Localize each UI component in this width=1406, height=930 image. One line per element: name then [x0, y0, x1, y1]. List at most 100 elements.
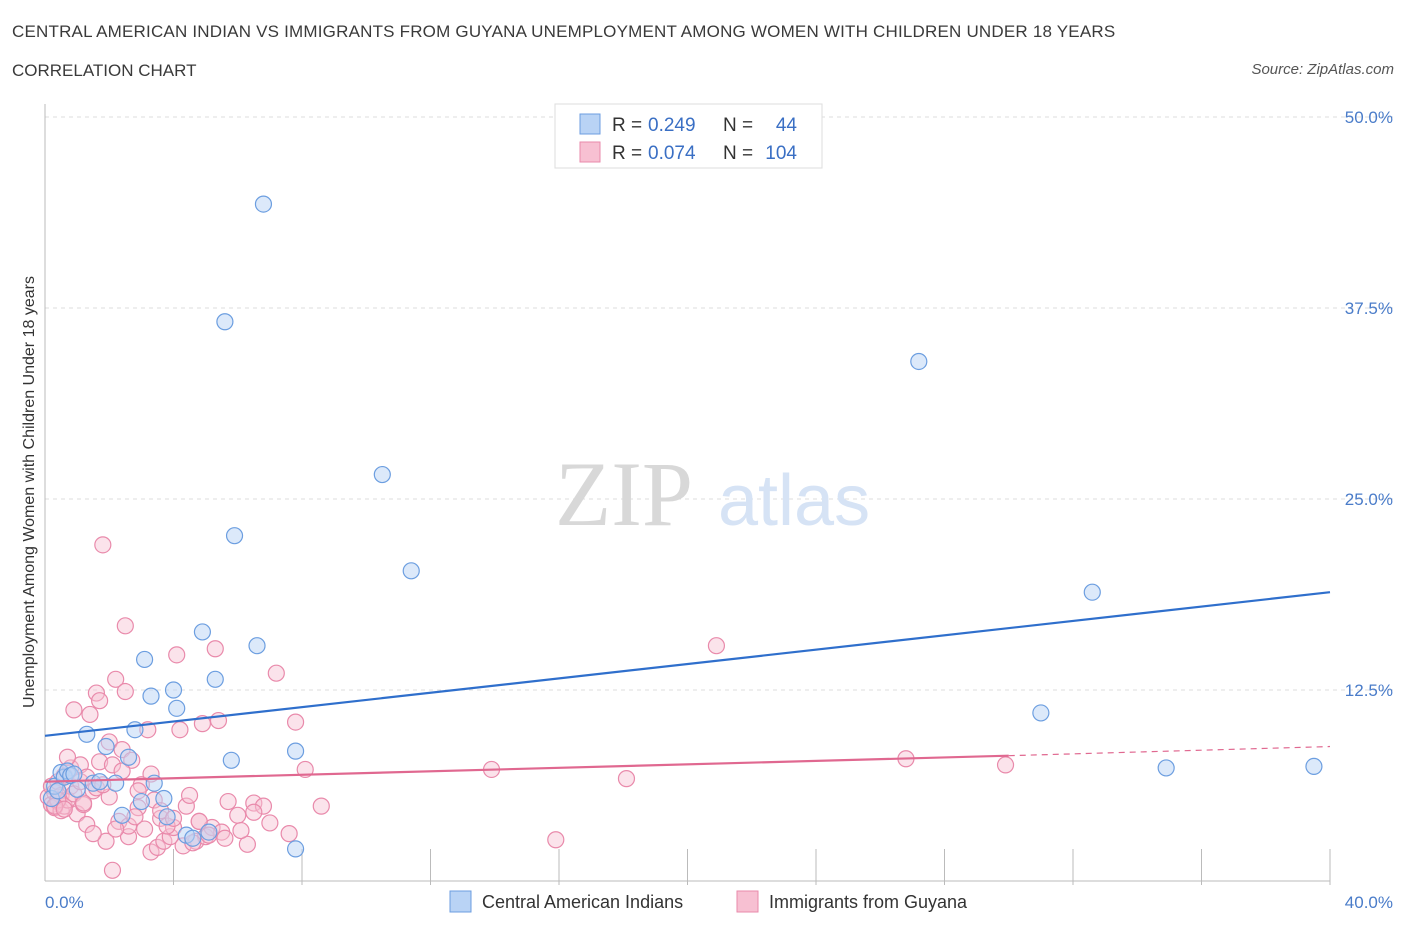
point-guyana-77 — [617, 770, 636, 788]
point-cai-20 — [155, 789, 173, 808]
legend-n-value-1: 44 — [776, 115, 798, 136]
point-cai-43 — [68, 780, 86, 798]
point-guyana-93 — [74, 794, 93, 812]
point-cai-38 — [910, 352, 928, 371]
chart-title: CENTRAL AMERICAN INDIAN VS IMMIGRANTS FR… — [12, 22, 1116, 41]
point-cai-32 — [254, 195, 273, 213]
legend-r-value-2: 0.074 — [648, 143, 696, 164]
point-guyana-81 — [78, 815, 96, 834]
point-cai-11 — [97, 737, 115, 756]
point-guyana-86 — [232, 821, 250, 840]
legend-swatch-pink — [579, 141, 601, 163]
x-tick-labels: 0.0% 40.0% — [45, 893, 1393, 912]
point-guyana-70 — [267, 664, 285, 682]
legend-r-label-1: R = — [612, 115, 642, 136]
series-legend: Central American Indians Immigrants from… — [449, 890, 968, 913]
point-guyana-69 — [261, 814, 279, 832]
point-cai-39 — [1032, 704, 1050, 722]
point-guyana-85 — [216, 829, 234, 847]
point-guyana-84 — [190, 812, 208, 831]
source-credit: Source: ZipAtlas.com — [1251, 61, 1394, 78]
point-cai-2 — [49, 782, 67, 800]
point-cai-16 — [132, 792, 150, 811]
point-cai-26 — [193, 623, 212, 641]
point-guyana-80 — [996, 756, 1015, 774]
point-guyana-103 — [245, 803, 263, 821]
trend-line-guyana — [44, 754, 1009, 783]
point-guyana-24 — [91, 753, 109, 771]
point-guyana-65 — [229, 806, 247, 824]
point-guyana-55 — [180, 786, 199, 805]
legend-r-label-2: R = — [612, 143, 642, 164]
point-guyana-67 — [245, 794, 263, 812]
x-tick-label-max: 40.0% — [1345, 893, 1393, 912]
legend-n-label-2: N = — [723, 143, 753, 164]
y-tick-labels: 12.5% 25.0% 37.5% 50.0% — [1345, 108, 1393, 700]
legend-n-label-1: N = — [723, 115, 753, 136]
point-guyana-101 — [107, 820, 125, 838]
point-guyana-25 — [91, 692, 109, 710]
y-axis-label: Unemployment Among Women with Children U… — [21, 276, 38, 708]
point-guyana-61 — [206, 640, 224, 658]
bottom-legend-label-cai: Central American Indians — [482, 892, 683, 912]
point-cai-35 — [286, 840, 305, 858]
point-guyana-42 — [135, 820, 154, 838]
point-guyana-92 — [55, 800, 73, 818]
y-tick-label-2: 37.5% — [1345, 299, 1393, 318]
point-cai-37 — [402, 562, 420, 580]
point-guyana-54 — [177, 797, 195, 815]
bottom-legend-label-guyana: Immigrants from Guyana — [769, 892, 968, 912]
point-cai-17 — [135, 650, 154, 669]
point-cai-28 — [206, 670, 224, 688]
point-guyana-46 — [148, 838, 167, 856]
watermark: ZIP atlas — [555, 443, 870, 545]
point-guyana-21 — [81, 705, 99, 724]
point-cai-12 — [107, 774, 125, 792]
point-cai-40 — [1083, 583, 1101, 601]
point-guyana-15 — [65, 701, 83, 719]
correlation-legend: R = 0.249 N = 44 R = 0.074 N = 104 — [554, 103, 823, 169]
legend-n-value-2: 104 — [765, 143, 797, 164]
trend-line-guyana-extension — [1008, 745, 1331, 757]
point-guyana-51 — [168, 646, 186, 664]
point-guyana-30 — [103, 756, 122, 774]
series-cai-points — [42, 195, 1323, 858]
point-guyana-31 — [103, 861, 122, 879]
point-cai-36 — [373, 465, 391, 484]
point-guyana-66 — [238, 835, 256, 853]
point-cai-23 — [168, 699, 186, 717]
point-cai-30 — [222, 751, 240, 769]
point-cai-8 — [78, 725, 96, 743]
point-guyana-52 — [171, 721, 189, 739]
point-guyana-36 — [116, 617, 134, 635]
point-cai-21 — [158, 808, 176, 826]
legend-swatch-blue — [579, 113, 601, 135]
legend-r-value-1: 0.249 — [648, 115, 696, 136]
point-cai-33 — [248, 637, 266, 655]
point-guyana-72 — [286, 713, 305, 731]
trend-line-cai — [44, 591, 1331, 737]
point-guyana-64 — [219, 792, 237, 811]
point-cai-34 — [286, 742, 305, 760]
point-cai-41 — [1157, 759, 1175, 777]
point-guyana-16 — [68, 805, 86, 823]
point-guyana-35 — [116, 682, 134, 701]
watermark-atlas: atlas — [718, 461, 870, 541]
y-tick-label-1: 25.0% — [1345, 490, 1393, 509]
point-cai-31 — [225, 527, 244, 545]
point-cai-29 — [216, 313, 234, 331]
point-guyana-68 — [254, 797, 273, 815]
point-cai-18 — [142, 687, 160, 705]
x-axis-ticks — [173, 849, 1331, 885]
bottom-legend-swatch-blue — [449, 890, 472, 913]
point-guyana-26 — [94, 536, 112, 554]
x-tick-label-min: 0.0% — [45, 893, 84, 912]
grid-lines — [45, 116, 1393, 691]
y-tick-label-0: 12.5% — [1345, 681, 1393, 700]
point-guyana-73 — [296, 760, 314, 779]
point-cai-22 — [164, 681, 183, 699]
point-cai-25 — [184, 829, 202, 847]
chart-subtitle: CORRELATION CHART — [12, 61, 197, 80]
point-cai-42 — [1305, 757, 1323, 776]
